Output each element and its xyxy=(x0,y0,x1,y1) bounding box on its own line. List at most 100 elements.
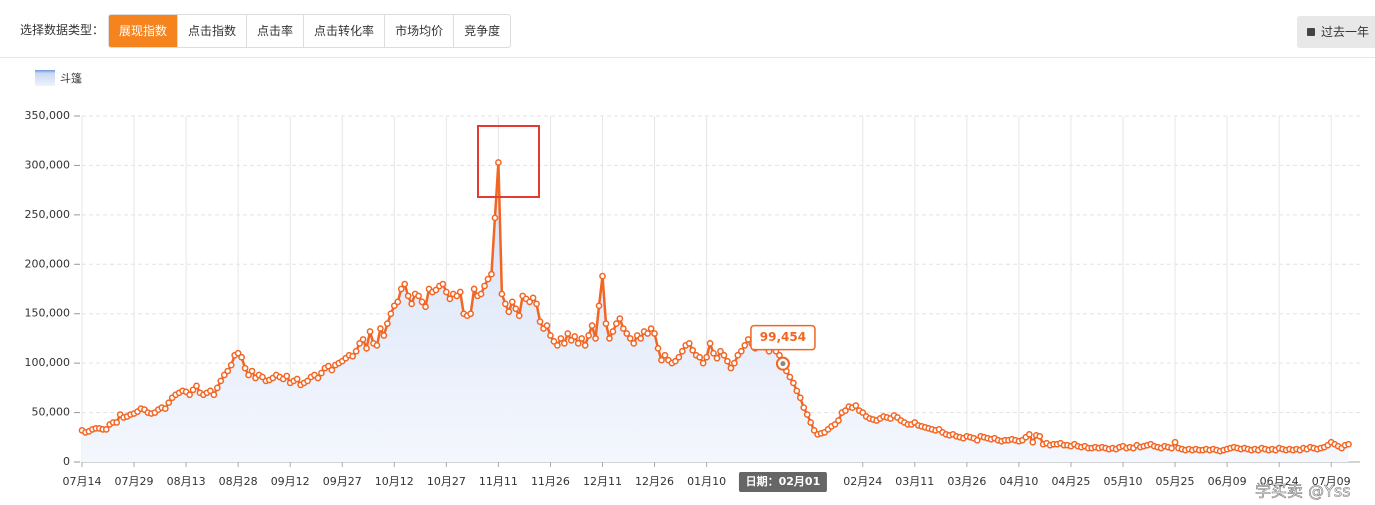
point xyxy=(102,426,110,433)
y-tick-label: 250,000 xyxy=(25,208,71,221)
point xyxy=(706,340,714,347)
plot xyxy=(78,159,1352,462)
point xyxy=(588,322,596,329)
y-tick-label: 200,000 xyxy=(25,257,71,270)
point xyxy=(623,330,631,337)
x-tick-label: 07月29 xyxy=(115,475,154,488)
y-tick-label: 50,000 xyxy=(32,406,71,419)
legend-swatch xyxy=(35,70,55,86)
point xyxy=(1168,444,1175,452)
point xyxy=(790,379,797,387)
point xyxy=(842,407,849,414)
tab[interactable]: 点击指数 xyxy=(178,15,248,47)
point xyxy=(488,270,495,278)
tab[interactable]: 市场均价 xyxy=(385,15,455,47)
x-tick-label: 12月11 xyxy=(583,475,622,488)
point xyxy=(432,286,440,294)
y-tick-label: 100,000 xyxy=(25,356,71,369)
point xyxy=(505,308,513,316)
point xyxy=(703,353,710,361)
point xyxy=(456,288,464,296)
tab-group: 展现指数 点击指数 点击率 点击转化率 市场均价 竞争度 xyxy=(108,14,512,48)
point xyxy=(831,421,839,428)
point xyxy=(557,335,565,342)
point xyxy=(678,347,686,355)
point xyxy=(515,312,523,320)
point xyxy=(1025,430,1033,438)
point xyxy=(227,361,235,369)
tab[interactable]: 竞争度 xyxy=(464,24,501,38)
point xyxy=(401,280,409,288)
tab[interactable]: 点击转化率 xyxy=(304,15,386,47)
point xyxy=(852,402,860,410)
point xyxy=(717,347,724,355)
x-tooltip: 日期：02月01 xyxy=(746,474,821,488)
point xyxy=(213,384,221,392)
point xyxy=(581,341,589,349)
x-tick-label: 05月10 xyxy=(1104,475,1143,488)
point xyxy=(793,387,801,395)
y-tick-label: 300,000 xyxy=(25,158,71,171)
point xyxy=(741,341,749,349)
point xyxy=(248,367,256,375)
point xyxy=(259,373,266,381)
hover-point-center xyxy=(780,361,786,367)
point xyxy=(1036,432,1044,440)
x-tick-label: 08月28 xyxy=(219,475,258,488)
x-tooltip-box xyxy=(738,472,827,492)
x-tick-label: 03月11 xyxy=(895,475,934,488)
point xyxy=(446,295,454,303)
highlight-box xyxy=(477,125,540,198)
point xyxy=(644,330,651,337)
x-tick-label: 10月27 xyxy=(427,475,466,488)
point xyxy=(325,362,332,370)
x-tick-label: 04月10 xyxy=(999,475,1038,488)
point xyxy=(554,341,561,349)
x-tick-label: 09月12 xyxy=(271,475,310,488)
point xyxy=(245,371,252,379)
point xyxy=(512,305,520,313)
point xyxy=(470,285,478,293)
watermark: 学买卖 @Yss xyxy=(1255,482,1351,501)
point xyxy=(658,356,665,364)
x-tick-label: 08月13 xyxy=(167,475,206,488)
point xyxy=(533,300,540,308)
point xyxy=(189,386,197,394)
x-tick-label: 01月10 xyxy=(687,475,726,488)
x-tick-label: 06月09 xyxy=(1208,475,1247,488)
point xyxy=(491,214,499,222)
x-tick-label: 11月11 xyxy=(479,475,518,488)
point xyxy=(786,373,794,381)
tab[interactable]: 点击率 xyxy=(247,15,305,47)
point xyxy=(439,280,447,288)
point xyxy=(807,419,815,426)
x-tick-label: 04月25 xyxy=(1051,475,1090,488)
point xyxy=(304,377,311,385)
period-button[interactable]: 过去一年 xyxy=(1297,16,1375,48)
point xyxy=(443,288,450,296)
point xyxy=(217,377,225,385)
x-tick-label: 06月24 xyxy=(1260,475,1299,488)
point xyxy=(696,353,704,361)
point xyxy=(1029,438,1037,446)
tooltip-value: 99,454 xyxy=(760,330,806,344)
point xyxy=(220,371,228,379)
point xyxy=(675,353,683,361)
calendar-icon xyxy=(1307,28,1315,36)
point xyxy=(630,340,638,347)
x-tick-label: 12月26 xyxy=(635,475,674,488)
period-label: 过去一年 xyxy=(1321,25,1370,39)
point xyxy=(397,285,405,293)
point xyxy=(234,349,242,357)
point xyxy=(609,328,617,335)
point xyxy=(536,318,544,325)
point xyxy=(477,290,485,298)
point xyxy=(380,332,388,339)
x-tick-label: 07月14 xyxy=(63,475,102,488)
point xyxy=(384,320,391,327)
point xyxy=(453,292,461,300)
point xyxy=(564,330,572,337)
point xyxy=(224,367,232,375)
tab[interactable]: 展现指数 xyxy=(109,15,179,47)
